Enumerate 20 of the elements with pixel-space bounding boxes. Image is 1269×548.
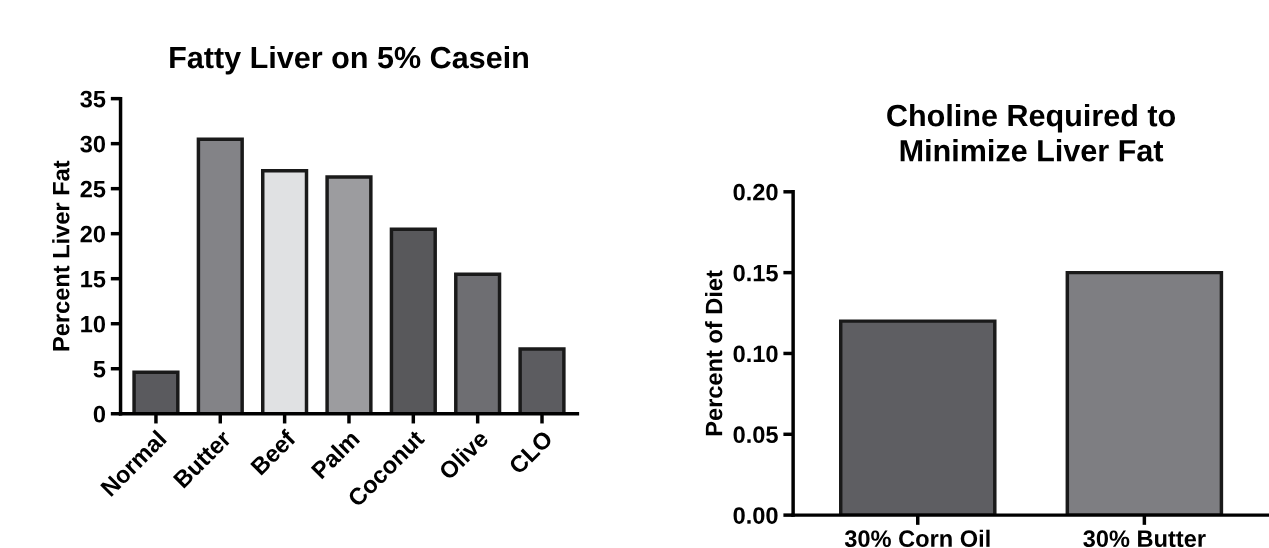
y-tick-label: 0.10 bbox=[733, 345, 778, 363]
chart-title: Choline Required to Minimize Liver Fat bbox=[887, 103, 1176, 162]
y-tick-label: 10 bbox=[81, 315, 106, 333]
x-tick-label: 30% Corn Oil bbox=[844, 529, 990, 548]
x-tick-label: 30% Butter bbox=[1083, 530, 1206, 548]
y-axis-title: Percent of Diet bbox=[705, 270, 723, 436]
y-tick-label: 30 bbox=[80, 135, 106, 153]
y-tick-label: 0 bbox=[93, 405, 106, 423]
y-tick-label: 20 bbox=[80, 225, 106, 243]
y-tick-label: 5 bbox=[93, 361, 106, 378]
y-tick-label: 15 bbox=[81, 271, 106, 288]
chart-title: Fatty Liver on 5% Casein bbox=[170, 45, 528, 75]
y-tick-label: 0.20 bbox=[733, 183, 778, 201]
x-tick-label: CLO bbox=[507, 429, 554, 476]
y-tick-label: 0.00 bbox=[733, 507, 778, 524]
y-tick-label: 0.15 bbox=[733, 264, 778, 282]
y-tick-label: 25 bbox=[80, 180, 106, 198]
y-tick-label: 0.05 bbox=[733, 426, 778, 444]
y-tick-label: 35 bbox=[80, 90, 106, 108]
y-axis-title: Percent Liver Fat bbox=[52, 160, 70, 351]
